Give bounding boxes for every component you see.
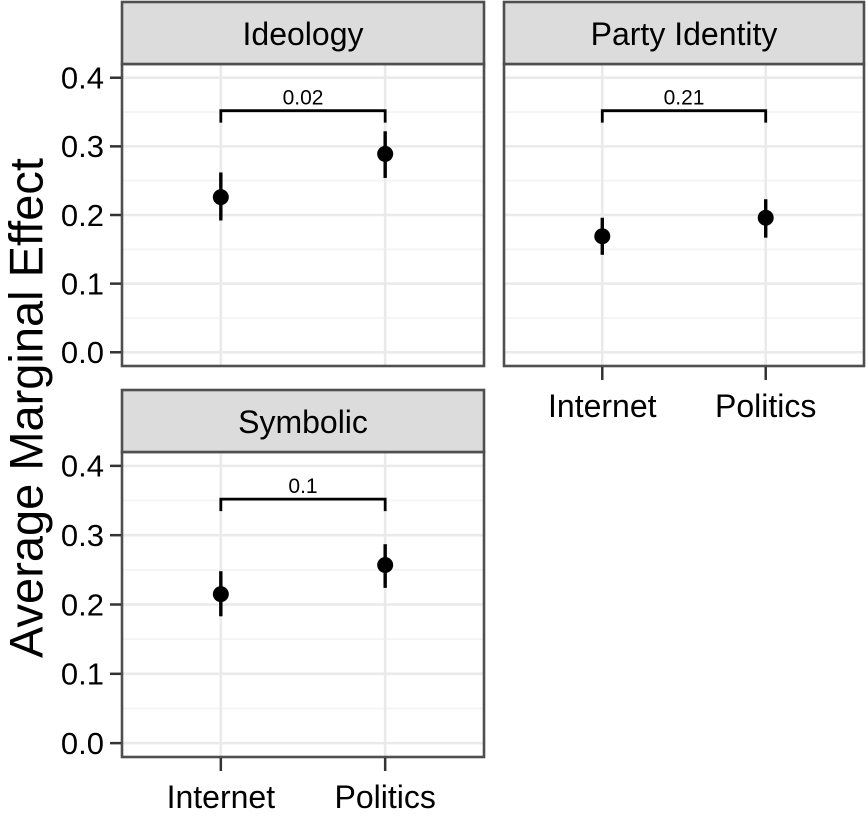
comparison-bracket (600, 109, 768, 123)
point-internet (212, 189, 229, 206)
comparison-bracket (219, 109, 387, 123)
point-internet (212, 586, 229, 603)
comparison-label: 0.1 (288, 475, 317, 498)
strip-label-party-identity: Party Identity (591, 16, 778, 52)
comparison-label: 0.21 (664, 87, 705, 110)
y-tick-label: 0.0 (61, 726, 104, 761)
facet-symbolic: 0.1 Symbolic 0.0 0.1 0.2 0.3 0.4 Internet Politi… (61, 388, 486, 815)
strip-ideology (120, 0, 486, 66)
y-tick-label: 0.4 (61, 61, 104, 96)
strip-label-ideology: Ideology (243, 16, 364, 52)
strip-party-identity (502, 0, 866, 66)
y-tick-label: 0.0 (61, 335, 104, 370)
y-tick-label: 0.3 (61, 518, 104, 553)
point-politics (377, 556, 394, 573)
x-tick-label-politics: Politics (334, 779, 435, 815)
point-politics (757, 209, 774, 226)
y-tick-label: 0.2 (61, 198, 104, 233)
y-tick-label: 0.3 (61, 129, 104, 164)
x-tick-label-internet: Internet (167, 779, 276, 815)
facet-ideology: 0.02 Ideology 0.0 0.1 0.2 0.3 0.4 (61, 0, 486, 370)
y-tick-label: 0.2 (61, 587, 104, 622)
point-politics (377, 145, 394, 162)
y-tick-label: 0.1 (61, 657, 104, 692)
y-tick-label: 0.1 (61, 266, 104, 301)
x-tick-label-politics: Politics (715, 388, 816, 424)
x-tick-label-internet: Internet (548, 388, 657, 424)
comparison-bracket (219, 497, 387, 512)
strip-label-symbolic: Symbolic (238, 404, 368, 440)
facet-party-identity: 0.21 Party Identity Internet Politics (502, 0, 866, 424)
comparison-label: 0.02 (283, 87, 324, 110)
strip-symbolic (120, 388, 486, 454)
y-tick-label: 0.4 (61, 449, 104, 484)
point-internet (594, 228, 611, 245)
